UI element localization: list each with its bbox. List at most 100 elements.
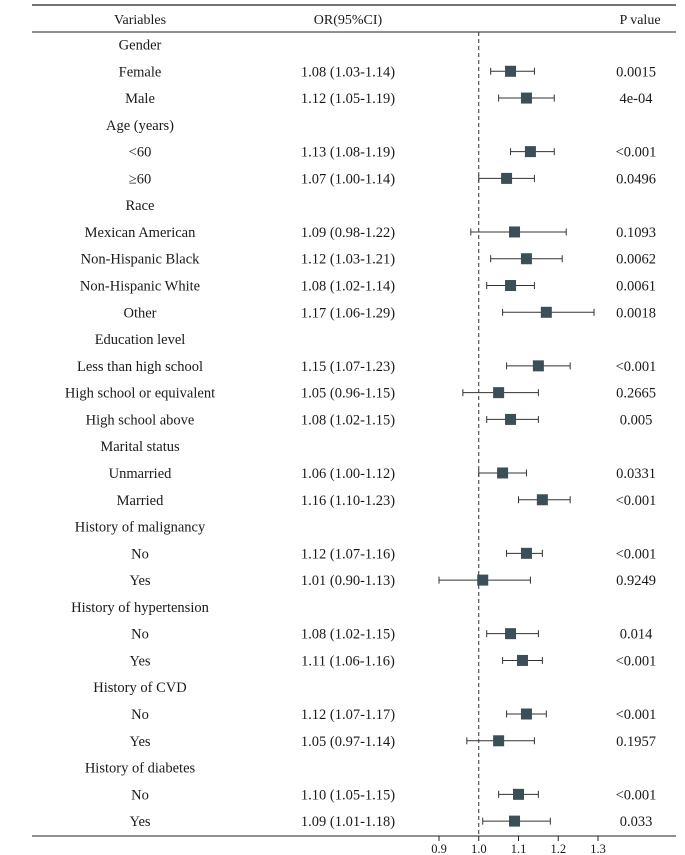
header-or: OR(95%CI) bbox=[314, 13, 383, 28]
header-p-value: P value bbox=[619, 13, 660, 28]
group-label: Gender bbox=[119, 38, 162, 54]
x-tick-label: 1.3 bbox=[590, 842, 606, 855]
p-value-label: 0.0018 bbox=[616, 305, 656, 321]
or-point-marker bbox=[536, 494, 548, 506]
p-value-label: 0.0331 bbox=[616, 466, 656, 482]
p-value-label: <0.001 bbox=[616, 546, 657, 562]
table-row: Unmarried 1.06 (1.00-1.12) 0.0331 bbox=[109, 466, 656, 482]
variable-label: Other bbox=[123, 305, 156, 321]
p-value-label: 0.033 bbox=[620, 814, 653, 830]
or-ci-label: 1.08 (1.02-1.14) bbox=[301, 279, 395, 295]
or-ci-label: 1.08 (1.03-1.14) bbox=[301, 64, 395, 80]
or-point-marker bbox=[497, 467, 509, 479]
or-ci-label: 1.15 (1.07-1.23) bbox=[301, 359, 395, 375]
variable-label: Male bbox=[125, 91, 155, 107]
p-value-label: <0.001 bbox=[616, 145, 657, 161]
or-ci-label: 1.09 (1.01-1.18) bbox=[301, 814, 395, 830]
header-variables: Variables bbox=[114, 13, 166, 28]
table-row: Mexican American 1.09 (0.98-1.22) 0.1093 bbox=[85, 225, 656, 241]
variable-label: No bbox=[131, 707, 149, 723]
variable-label: High school or equivalent bbox=[65, 386, 215, 402]
p-value-label: <0.001 bbox=[616, 653, 657, 669]
or-ci-label: 1.01 (0.90-1.13) bbox=[301, 573, 395, 589]
variable-label: No bbox=[131, 787, 149, 803]
variable-label: Unmarried bbox=[109, 466, 173, 482]
table-row: Male 1.12 (1.05-1.19) 4e-04 bbox=[125, 91, 653, 107]
or-point-marker bbox=[493, 735, 505, 747]
p-value-label: 0.0015 bbox=[616, 64, 656, 80]
p-value-label: <0.001 bbox=[616, 707, 657, 723]
or-ci-label: 1.12 (1.07-1.16) bbox=[301, 546, 395, 562]
table-row: Non-Hispanic White 1.08 (1.02-1.14) 0.0061 bbox=[80, 279, 656, 295]
p-value-label: 0.0496 bbox=[616, 171, 656, 187]
or-ci-label: 1.05 (0.96-1.15) bbox=[301, 386, 395, 402]
or-ci-label: 1.08 (1.02-1.15) bbox=[301, 627, 395, 643]
p-value-label: 0.0061 bbox=[616, 279, 656, 295]
or-ci-label: 1.08 (1.02-1.15) bbox=[301, 412, 395, 428]
or-point-marker bbox=[509, 226, 521, 238]
or-point-marker bbox=[524, 146, 536, 158]
or-point-marker bbox=[501, 172, 513, 184]
group-label: Marital status bbox=[100, 439, 180, 455]
table-row: No 1.08 (1.02-1.15) 0.014 bbox=[131, 627, 653, 643]
p-value-label: <0.001 bbox=[616, 359, 657, 375]
or-point-marker bbox=[505, 413, 517, 425]
or-ci-label: 1.12 (1.05-1.19) bbox=[301, 91, 395, 107]
group-header-row: History of diabetes bbox=[85, 761, 196, 777]
x-tick-label: 1.2 bbox=[550, 842, 566, 855]
table-row: ≥60 1.07 (1.00-1.14) 0.0496 bbox=[129, 171, 656, 187]
table-row: No 1.10 (1.05-1.15) <0.001 bbox=[131, 787, 656, 803]
or-ci-label: 1.13 (1.08-1.19) bbox=[301, 145, 395, 161]
group-header-row: Age (years) bbox=[106, 118, 174, 134]
variable-label: Non-Hispanic White bbox=[80, 279, 200, 295]
table-row: <60 1.13 (1.08-1.19) <0.001 bbox=[129, 145, 657, 161]
table-row: Non-Hispanic Black 1.12 (1.03-1.21) 0.0062 bbox=[81, 252, 656, 268]
or-point-marker bbox=[540, 306, 552, 318]
table-row: Yes 1.11 (1.06-1.16) <0.001 bbox=[129, 653, 656, 669]
or-ci-label: 1.16 (1.10-1.23) bbox=[301, 493, 395, 509]
table-row: No 1.12 (1.07-1.16) <0.001 bbox=[131, 546, 656, 562]
variable-label: Yes bbox=[129, 814, 150, 830]
or-point-marker bbox=[477, 574, 489, 586]
or-point-marker bbox=[509, 815, 521, 827]
or-point-marker bbox=[505, 65, 517, 77]
or-point-marker bbox=[532, 360, 544, 372]
p-value-label: <0.001 bbox=[616, 493, 657, 509]
table-row: Yes 1.05 (0.97-1.14) 0.1957 bbox=[129, 734, 655, 750]
or-ci-label: 1.06 (1.00-1.12) bbox=[301, 466, 395, 482]
table-row: High school above 1.08 (1.02-1.15) 0.005 bbox=[86, 412, 653, 428]
group-label: History of diabetes bbox=[85, 761, 196, 777]
table-row: Other 1.17 (1.06-1.29) 0.0018 bbox=[123, 305, 655, 321]
table-row: Yes 1.01 (0.90-1.13) 0.9249 bbox=[129, 573, 655, 589]
p-value-label: 0.0062 bbox=[616, 252, 656, 268]
p-value-label: 0.014 bbox=[620, 627, 653, 643]
or-point-marker bbox=[513, 788, 524, 800]
or-point-marker bbox=[505, 280, 517, 292]
group-header-row: Gender bbox=[119, 38, 162, 54]
or-point-marker bbox=[516, 654, 528, 666]
group-label: Education level bbox=[95, 332, 186, 348]
p-value-label: 4e-04 bbox=[619, 91, 653, 107]
table-row: Less than high school 1.15 (1.07-1.23) <0.… bbox=[77, 359, 656, 375]
table-row: Married 1.16 (1.10-1.23) <0.001 bbox=[117, 493, 657, 509]
or-ci-label: 1.11 (1.06-1.16) bbox=[301, 653, 395, 669]
or-point-marker bbox=[520, 547, 532, 559]
group-label: History of hypertension bbox=[71, 600, 209, 616]
x-tick-label: 1.0 bbox=[471, 842, 487, 855]
variable-label: Yes bbox=[129, 734, 150, 750]
or-ci-label: 1.07 (1.00-1.14) bbox=[301, 171, 395, 187]
or-ci-label: 1.12 (1.07-1.17) bbox=[301, 707, 395, 723]
table-frame bbox=[32, 4, 676, 837]
table-row: High school or equivalent 1.05 (0.96-1.15… bbox=[65, 386, 656, 402]
p-value-label: 0.1957 bbox=[616, 734, 656, 750]
group-label: History of CVD bbox=[93, 680, 186, 696]
group-header-row: History of CVD bbox=[93, 680, 186, 696]
group-label: Race bbox=[126, 198, 155, 214]
p-value-label: 0.1093 bbox=[616, 225, 656, 241]
or-point-marker bbox=[520, 708, 532, 720]
or-ci-label: 1.10 (1.05-1.15) bbox=[301, 787, 395, 803]
p-value-label: <0.001 bbox=[616, 787, 657, 803]
variable-label: Less than high school bbox=[77, 359, 203, 375]
x-axis: 0.9 1.0 1.1 1.2 1.3 bbox=[431, 835, 606, 855]
